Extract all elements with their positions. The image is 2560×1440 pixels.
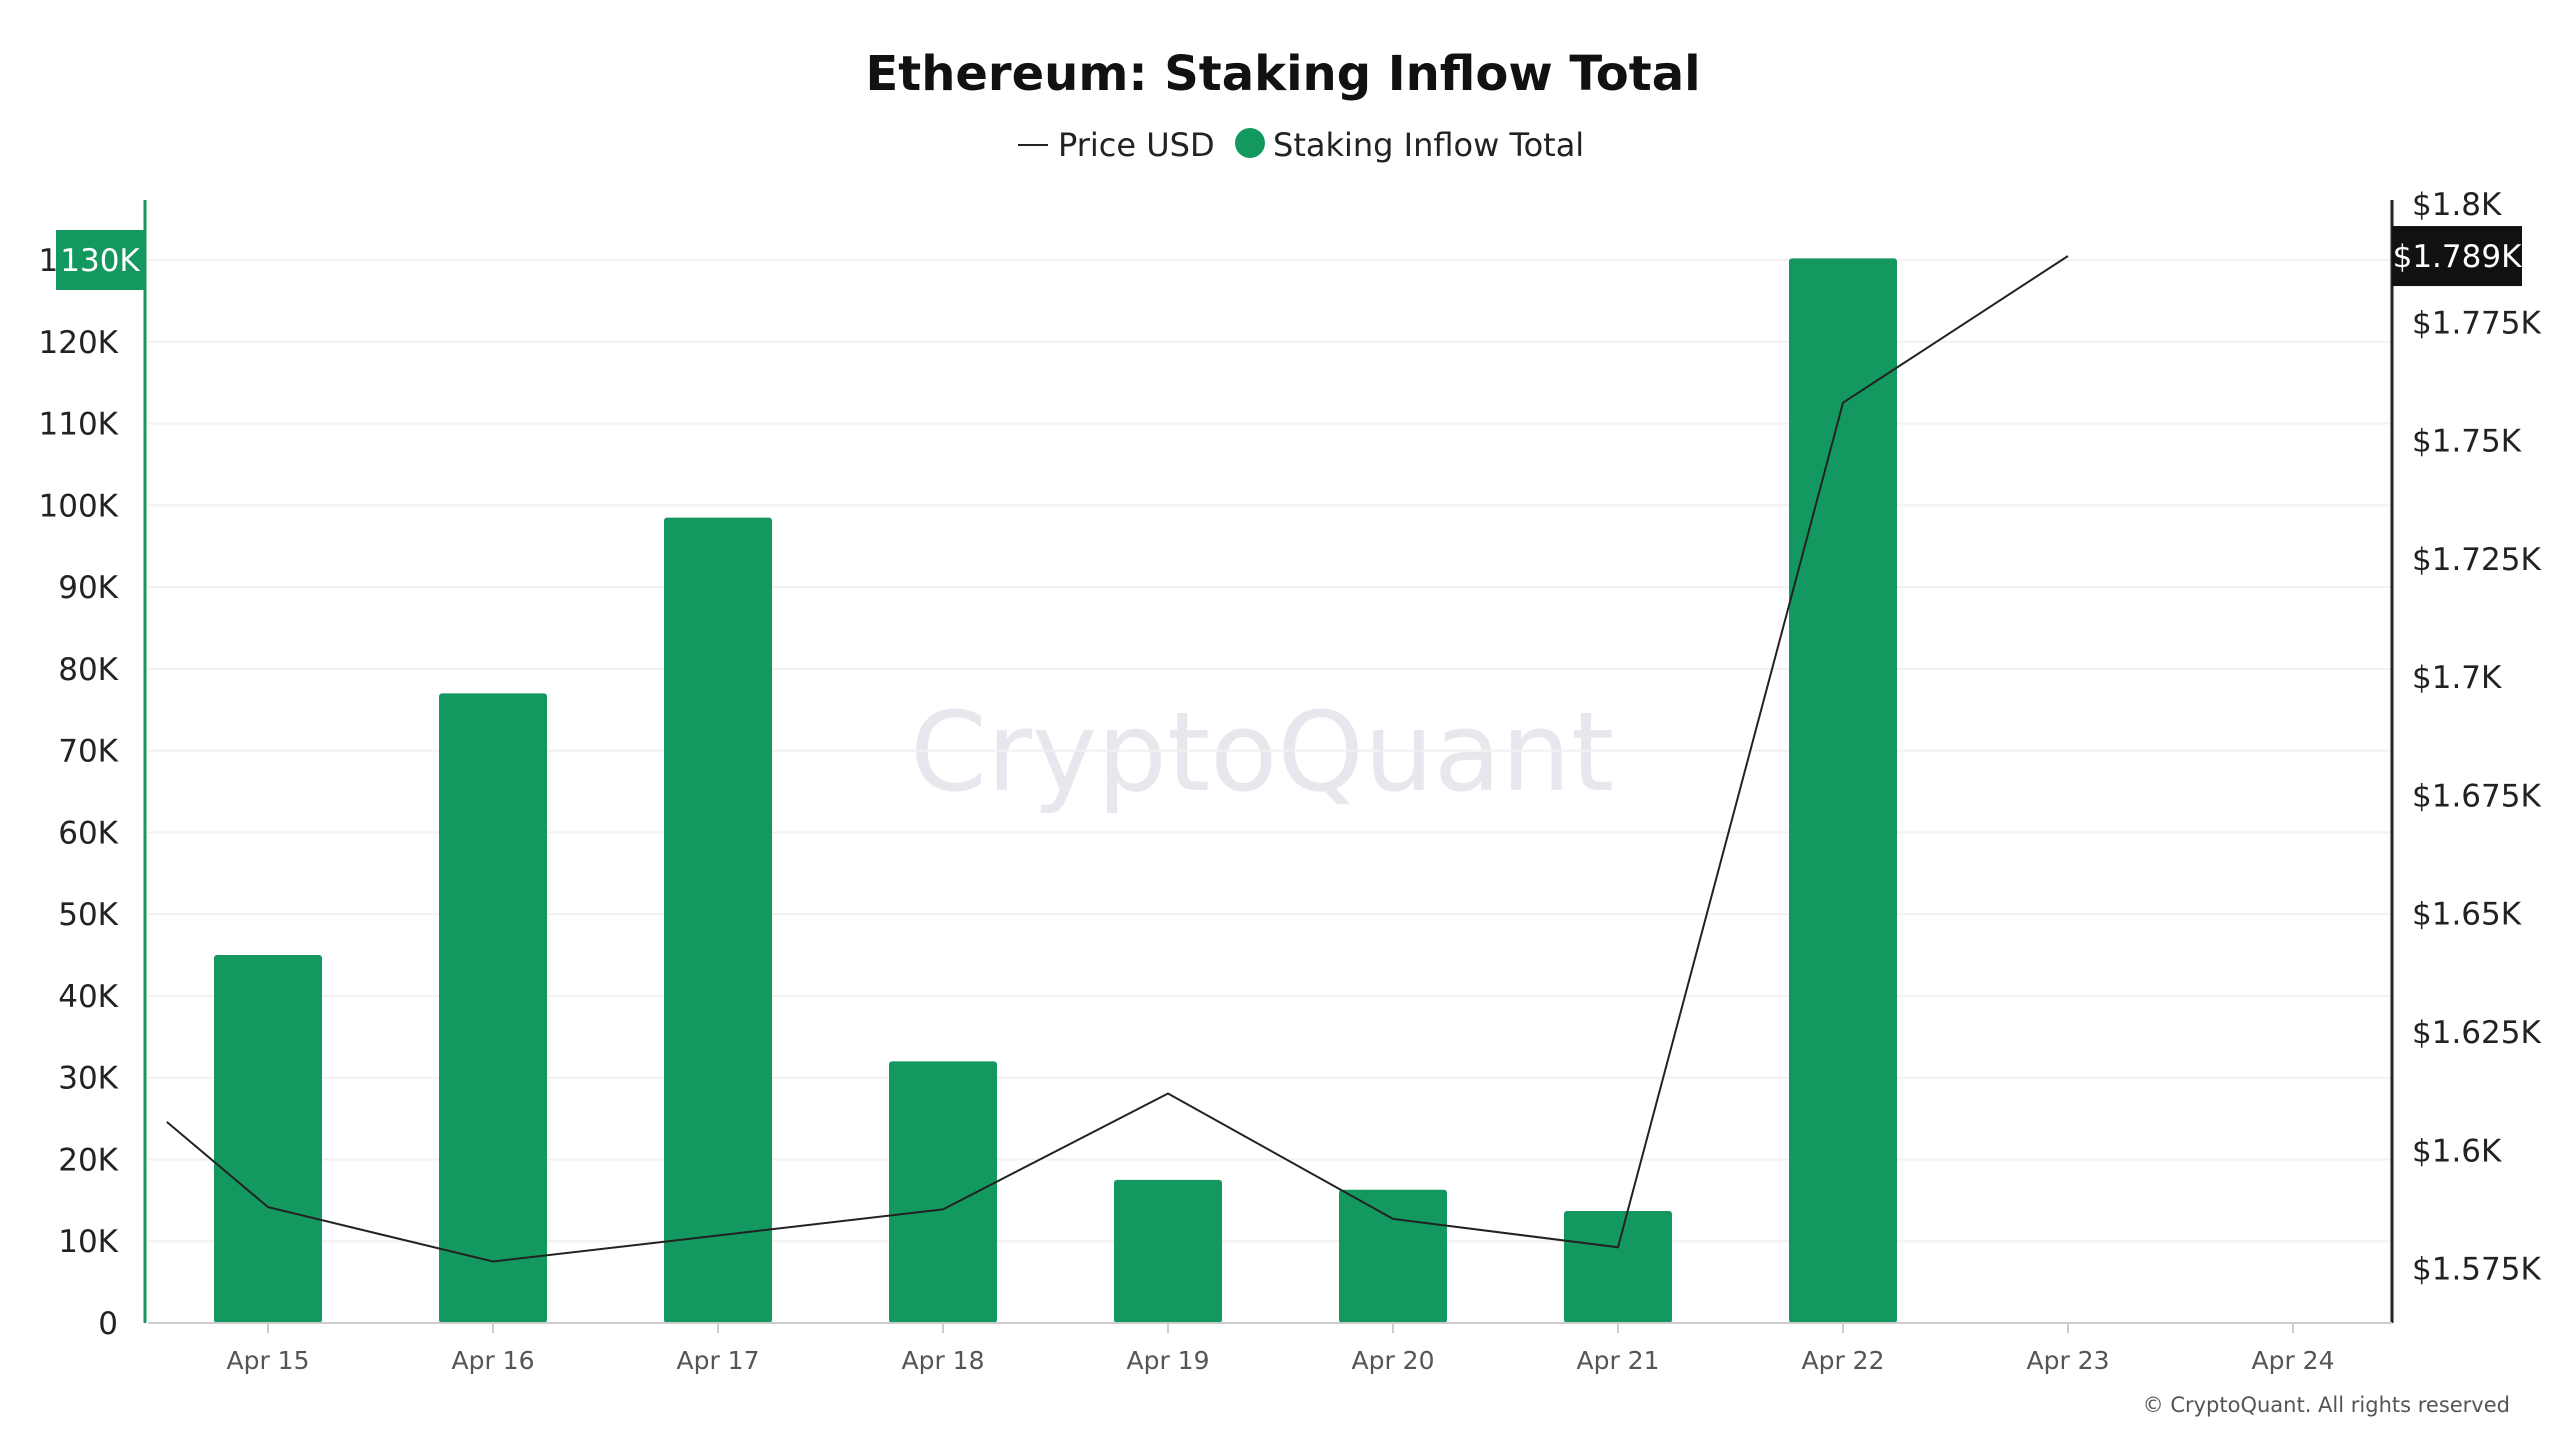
- y-left-tick-label: 100K: [39, 488, 119, 524]
- legend-label-inflow: Staking Inflow Total: [1273, 126, 1584, 164]
- y-left-tick-label: 20K: [58, 1142, 118, 1178]
- y-right-tick-label: $1.7K: [2412, 660, 2502, 696]
- bar-apr-15: [214, 955, 322, 1323]
- bar-apr-21: [1564, 1210, 1672, 1323]
- left-badge-label: 130K: [60, 243, 140, 279]
- y-right-tick-label: $1.8K: [2412, 187, 2502, 223]
- bar-apr-22: [1789, 258, 1897, 1323]
- y-right-ticks: $1.575K $1.6K $1.625K $1.65K $1.675K $1.7K $1.…: [2412, 187, 2541, 1288]
- x-tick-label: Apr 23: [2026, 1346, 2109, 1375]
- y-left-tick-label: 120K: [39, 325, 119, 361]
- y-right-tick-label: $1.575K: [2412, 1252, 2541, 1288]
- x-tick-label: Apr 22: [1801, 1346, 1884, 1375]
- x-tick-label: Apr 16: [451, 1346, 534, 1375]
- y-left-tick-label: 10K: [58, 1224, 118, 1260]
- x-tick-label: Apr 24: [2251, 1346, 2334, 1375]
- y-left-tick-label: 30K: [58, 1061, 118, 1097]
- y-right-tick-label: $1.725K: [2412, 542, 2541, 578]
- y-right-tick-label: $1.6K: [2412, 1133, 2502, 1169]
- bar-apr-18: [889, 1061, 997, 1323]
- y-left-tick-label: 110K: [39, 407, 119, 443]
- y-left-tick-label: 90K: [58, 570, 118, 606]
- y-right-tick-label: $1.675K: [2412, 778, 2541, 814]
- x-tick-label: Apr 17: [676, 1346, 759, 1375]
- y-left-ticks: 0 10K 20K 30K 40K 50K 60K 70K 80K 90K 100K 110K 120K…: [39, 243, 119, 1342]
- y-right-tick-label: $1.625K: [2412, 1015, 2541, 1051]
- bar-apr-19: [1114, 1179, 1222, 1323]
- y-right-tick-label: $1.65K: [2412, 897, 2522, 933]
- y-left-tick-label: 40K: [58, 979, 118, 1015]
- bar-apr-20: [1339, 1189, 1447, 1323]
- x-tick-label: Apr 15: [226, 1346, 309, 1375]
- y-right-tick-label: $1.75K: [2412, 424, 2522, 460]
- left-axis-highlight-badge: 130K: [56, 230, 144, 290]
- bar-apr-16: [439, 693, 547, 1323]
- copyright-text: © CryptoQuant. All rights reserved: [2143, 1393, 2510, 1417]
- x-tick-label: Apr 18: [901, 1346, 984, 1375]
- watermark: CryptoQuant: [910, 688, 1614, 816]
- current-price-badge-rect: [2392, 226, 2522, 287]
- bars: [214, 258, 1897, 1323]
- y-left-tick-label: 50K: [58, 897, 118, 933]
- x-tick-label: Apr 19: [1126, 1346, 1209, 1375]
- x-ticks: Apr 15 Apr 16 Apr 17 Apr 18 Apr 19 Apr 20 Apr …: [226, 1323, 2335, 1375]
- legend[interactable]: Price USD Staking Inflow Total: [1018, 126, 1584, 164]
- legend-dot-icon: [1235, 128, 1265, 158]
- y-left-tick-label: 70K: [58, 734, 118, 770]
- legend-label-price: Price USD: [1058, 126, 1215, 164]
- price-line-group: [166, 255, 2069, 1263]
- current-price-badge: $1.789K: [2392, 226, 2522, 287]
- y-left-tick-label: 0: [98, 1306, 118, 1342]
- chart-title: Ethereum: Staking Inflow Total: [865, 46, 1700, 102]
- y-left-tick-label: 80K: [58, 652, 118, 688]
- x-tick-label: Apr 21: [1576, 1346, 1659, 1375]
- y-right-tick-label: $1.775K: [2412, 305, 2541, 341]
- left-badge-rect: [56, 230, 144, 290]
- current-price-label: $1.789K: [2393, 239, 2522, 275]
- price-line: [166, 255, 2069, 1263]
- x-tick-label: Apr 20: [1351, 1346, 1434, 1375]
- y-left-tick-label: 60K: [58, 815, 118, 851]
- bar-apr-17: [664, 517, 772, 1323]
